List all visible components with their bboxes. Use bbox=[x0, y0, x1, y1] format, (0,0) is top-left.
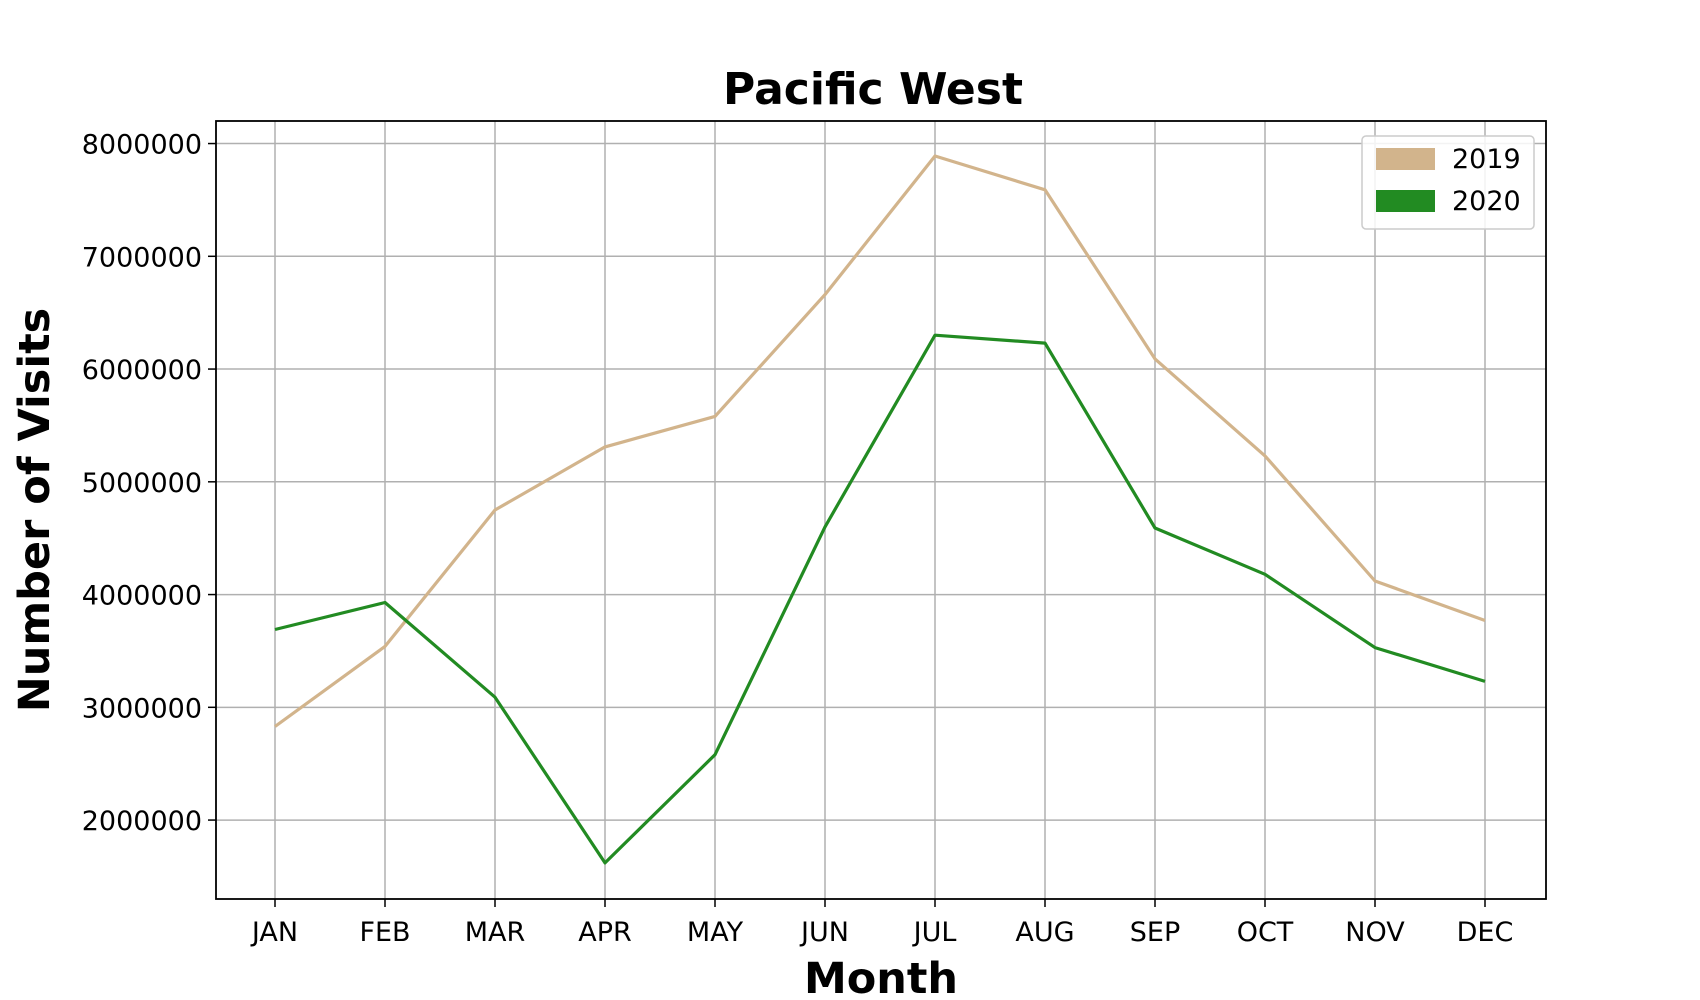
x-tick-label: JAN bbox=[250, 917, 298, 948]
series-line-2019 bbox=[274, 154, 1486, 728]
x-tick-label: JUL bbox=[912, 917, 957, 948]
x-tick-label: MAR bbox=[465, 917, 526, 948]
x-tick-label: FEB bbox=[359, 917, 410, 948]
plot-frame bbox=[215, 120, 1547, 900]
x-tick-label: SEP bbox=[1130, 917, 1180, 948]
legend-swatch-2019 bbox=[1376, 148, 1435, 170]
y-tick-label: 4000000 bbox=[82, 581, 202, 612]
grid-lines bbox=[216, 121, 1546, 899]
x-tick-label: APR bbox=[578, 917, 632, 948]
series-line-2020 bbox=[274, 333, 1486, 865]
x-tick-label: JUN bbox=[799, 917, 849, 948]
x-tick-label: MAY bbox=[687, 917, 744, 948]
legend-label: 2020 bbox=[1452, 186, 1521, 217]
chart-title: Pacific West bbox=[723, 64, 1023, 115]
y-axis-label: Number of Visits bbox=[10, 308, 60, 713]
x-axis-ticks: JAN FEB MAR APR MAY JUN JUL AUG SEP OCT NOV DEC bbox=[250, 899, 1513, 948]
y-tick-label: 5000000 bbox=[82, 468, 202, 499]
x-tick-label: NOV bbox=[1345, 917, 1405, 948]
y-axis-ticks: 2000000 3000000 4000000 5000000 6000000 70000… bbox=[82, 130, 216, 837]
y-tick-label: 7000000 bbox=[82, 242, 202, 273]
x-axis-label: Month bbox=[804, 954, 958, 1000]
legend-label: 2019 bbox=[1452, 144, 1521, 175]
x-tick-label: DEC bbox=[1457, 917, 1514, 948]
y-tick-label: 6000000 bbox=[82, 355, 202, 386]
y-tick-label: 2000000 bbox=[82, 806, 202, 837]
legend: 2019 2020 bbox=[1361, 135, 1535, 230]
x-tick-label: AUG bbox=[1015, 917, 1074, 948]
legend-swatch-2020 bbox=[1376, 190, 1435, 212]
series-lines bbox=[274, 154, 1486, 865]
y-tick-label: 8000000 bbox=[82, 130, 202, 161]
y-tick-label: 3000000 bbox=[82, 693, 202, 724]
x-tick-label: OCT bbox=[1237, 917, 1294, 948]
